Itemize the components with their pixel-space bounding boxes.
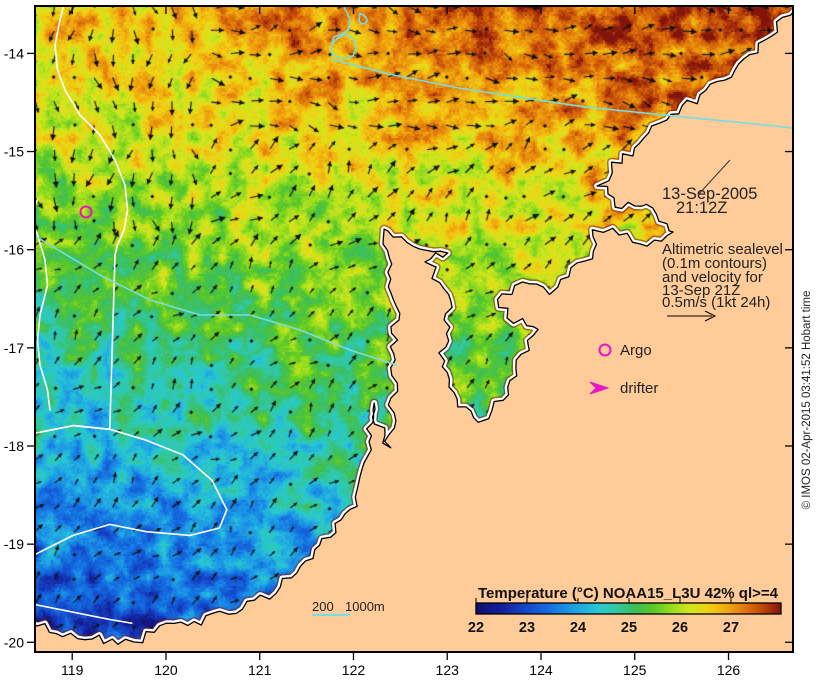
svg-text:21:12Z: 21:12Z — [676, 199, 727, 217]
svg-text:24: 24 — [570, 620, 586, 636]
svg-text:25: 25 — [621, 620, 637, 636]
svg-text:drifter: drifter — [620, 380, 658, 397]
svg-text:-16: -16 — [4, 242, 24, 258]
svg-text:126: 126 — [717, 662, 741, 678]
svg-text:23: 23 — [519, 620, 535, 636]
svg-text:26: 26 — [672, 620, 688, 636]
svg-text:123: 123 — [436, 662, 460, 678]
svg-text:© IMOS 02-Apr-2015 03:41:52 Ho: © IMOS 02-Apr-2015 03:41:52 Hobart time — [801, 291, 813, 510]
svg-text:-19: -19 — [4, 536, 24, 552]
svg-text:122: 122 — [342, 662, 366, 678]
svg-text:124: 124 — [529, 662, 553, 678]
svg-text:-17: -17 — [4, 340, 24, 356]
svg-text:-14: -14 — [4, 45, 24, 61]
svg-text:-20: -20 — [4, 634, 24, 650]
svg-text:-15: -15 — [4, 144, 24, 160]
svg-text:121: 121 — [248, 662, 272, 678]
svg-text:27: 27 — [723, 620, 739, 636]
svg-text:0.5m/s (1kt 24h): 0.5m/s (1kt 24h) — [662, 294, 770, 311]
svg-text:200: 200 — [312, 599, 334, 614]
svg-text:120: 120 — [154, 662, 178, 678]
svg-text:1000m: 1000m — [345, 599, 385, 614]
svg-text:Argo: Argo — [620, 342, 652, 359]
svg-text:22: 22 — [468, 620, 484, 636]
svg-text:Temperature (°C) NOAA15_L3U 42: Temperature (°C) NOAA15_L3U 42% ql>=4 — [478, 585, 779, 602]
svg-text:-18: -18 — [4, 438, 24, 454]
svg-text:125: 125 — [623, 662, 647, 678]
svg-text:119: 119 — [61, 662, 84, 678]
